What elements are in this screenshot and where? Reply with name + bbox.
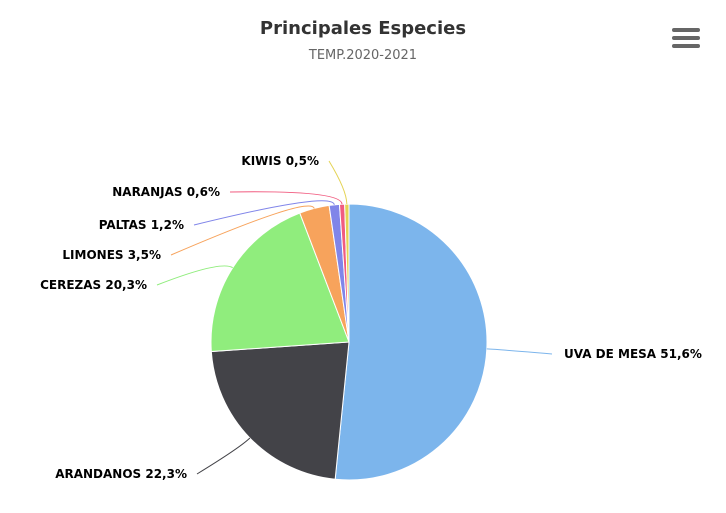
menu-bar (672, 28, 700, 32)
data-label-paltas: PALTAS 1,2% (99, 218, 184, 232)
connector-uva-de-mesa (486, 348, 553, 355)
connector-limones (170, 205, 315, 256)
menu-bar (672, 44, 700, 48)
pie-slice-uva-de-mesa[interactable] (334, 203, 488, 481)
menu-bar (672, 36, 700, 40)
data-labels: UVA DE MESA 51,6% ARANDANOS 22,3% CEREZAS … (40, 154, 702, 481)
hamburger-menu-icon[interactable] (672, 28, 700, 52)
connector-naranjas (229, 191, 343, 205)
data-label-arandanos: ARANDANOS 22,3% (55, 467, 187, 481)
data-label-kiwis: KIWIS 0,5% (241, 154, 319, 168)
data-label-limones: LIMONES 3,5% (62, 248, 161, 262)
data-label-cerezas: CEREZAS 20,3% (40, 278, 147, 292)
connector-kiwis (328, 160, 348, 205)
chart-title: Principales Especies (259, 18, 467, 39)
connector-paltas (193, 200, 335, 226)
pie-slices (210, 203, 488, 481)
chart-subtitle: TEMP.2020-2021 (308, 48, 418, 63)
pie-slice-arandanos[interactable] (210, 341, 350, 480)
connector-cerezas (156, 265, 233, 286)
data-label-naranjas: NARANJAS 0,6% (112, 185, 220, 199)
data-label-uva-de-mesa: UVA DE MESA 51,6% (564, 347, 702, 361)
connector-arandanos (196, 437, 251, 475)
label-connectors (156, 160, 553, 475)
